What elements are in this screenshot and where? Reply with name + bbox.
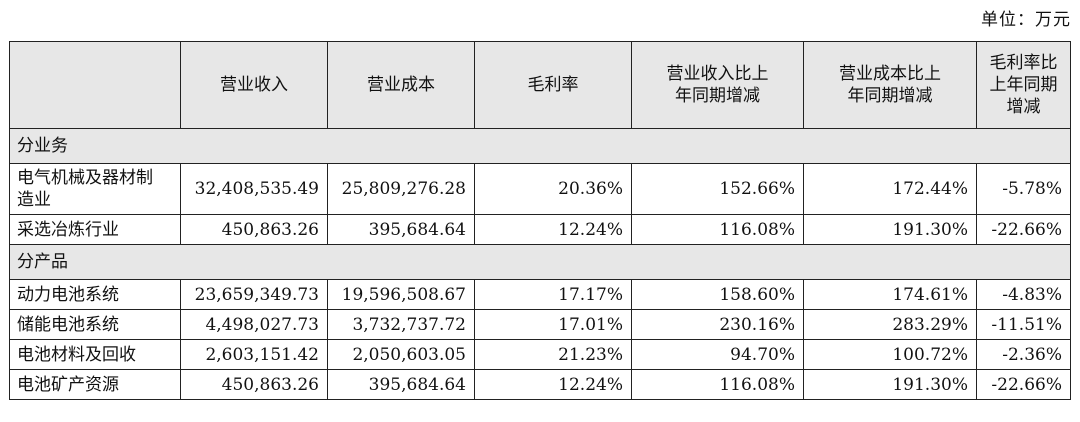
table-row: 动力电池系统 23,659,349.73 19,596,508.67 17.17… — [9, 279, 1071, 310]
table-row: 电池材料及回收 2,603,151.42 2,050,603.05 21.23%… — [9, 339, 1071, 370]
margin-change-cell: -22.66% — [976, 214, 1071, 245]
margin-cell: 21.23% — [474, 339, 632, 370]
margin-change-cell: -22.66% — [976, 369, 1071, 400]
margin-change-cell: -5.78% — [976, 163, 1071, 215]
section-title: 分产品 — [9, 244, 1071, 280]
cost-change-cell: 174.61% — [803, 279, 977, 310]
margin-cell: 17.01% — [474, 309, 632, 340]
revenue-change-cell: 94.70% — [631, 339, 804, 370]
financial-table: 营业收入 营业成本 毛利率 营业收入比上年同期增减 营业成本比上年同期增减 毛利… — [9, 41, 1071, 400]
cost-cell: 2,050,603.05 — [327, 339, 475, 370]
margin-cell: 12.24% — [474, 214, 632, 245]
table-row: 采选冶炼行业 450,863.26 395,684.64 12.24% 116.… — [9, 214, 1071, 245]
section-title: 分业务 — [9, 128, 1071, 164]
cost-cell: 19,596,508.67 — [327, 279, 475, 310]
margin-cell: 12.24% — [474, 369, 632, 400]
cost-change-cell: 191.30% — [803, 214, 977, 245]
revenue-cell: 32,408,535.49 — [180, 163, 328, 215]
header-cost: 营业成本 — [327, 41, 475, 129]
revenue-cell: 4,498,027.73 — [180, 309, 328, 340]
unit-label: 单位：万元 — [981, 10, 1071, 30]
revenue-cell: 450,863.26 — [180, 369, 328, 400]
header-label — [9, 41, 181, 129]
margin-cell: 17.17% — [474, 279, 632, 310]
cost-cell: 3,732,737.72 — [327, 309, 475, 340]
row-label: 电池矿产资源 — [9, 369, 181, 400]
cost-change-cell: 283.29% — [803, 309, 977, 340]
cost-change-cell: 191.30% — [803, 369, 977, 400]
margin-change-cell: -2.36% — [976, 339, 1071, 370]
row-label: 储能电池系统 — [9, 309, 181, 340]
revenue-cell: 2,603,151.42 — [180, 339, 328, 370]
margin-change-cell: -4.83% — [976, 279, 1071, 310]
revenue-change-cell: 116.08% — [631, 369, 804, 400]
revenue-cell: 450,863.26 — [180, 214, 328, 245]
row-label: 动力电池系统 — [9, 279, 181, 310]
header-cost-change: 营业成本比上年同期增减 — [803, 41, 977, 129]
table-row: 电池矿产资源 450,863.26 395,684.64 12.24% 116.… — [9, 369, 1071, 400]
header-margin-change: 毛利率比上年同期增减 — [976, 41, 1071, 129]
cost-change-cell: 172.44% — [803, 163, 977, 215]
revenue-cell: 23,659,349.73 — [180, 279, 328, 310]
revenue-change-cell: 152.66% — [631, 163, 804, 215]
revenue-change-cell: 158.60% — [631, 279, 804, 310]
table-row: 电气机械及器材制造业 32,408,535.49 25,809,276.28 2… — [9, 163, 1071, 215]
margin-cell: 20.36% — [474, 163, 632, 215]
header-revenue-change: 营业收入比上年同期增减 — [631, 41, 804, 129]
cost-change-cell: 100.72% — [803, 339, 977, 370]
cost-cell: 395,684.64 — [327, 369, 475, 400]
cost-cell: 395,684.64 — [327, 214, 475, 245]
row-label: 采选冶炼行业 — [9, 214, 181, 245]
revenue-change-cell: 230.16% — [631, 309, 804, 340]
section-row-product: 分产品 — [9, 244, 1071, 280]
cost-cell: 25,809,276.28 — [327, 163, 475, 215]
margin-change-cell: -11.51% — [976, 309, 1071, 340]
row-label: 电池材料及回收 — [9, 339, 181, 370]
revenue-change-cell: 116.08% — [631, 214, 804, 245]
header-revenue: 营业收入 — [180, 41, 328, 129]
row-label: 电气机械及器材制造业 — [9, 163, 181, 215]
header-row: 营业收入 营业成本 毛利率 营业收入比上年同期增减 营业成本比上年同期增减 毛利… — [9, 41, 1071, 129]
table-row: 储能电池系统 4,498,027.73 3,732,737.72 17.01% … — [9, 309, 1071, 340]
header-margin: 毛利率 — [474, 41, 632, 129]
section-row-business: 分业务 — [9, 128, 1071, 164]
